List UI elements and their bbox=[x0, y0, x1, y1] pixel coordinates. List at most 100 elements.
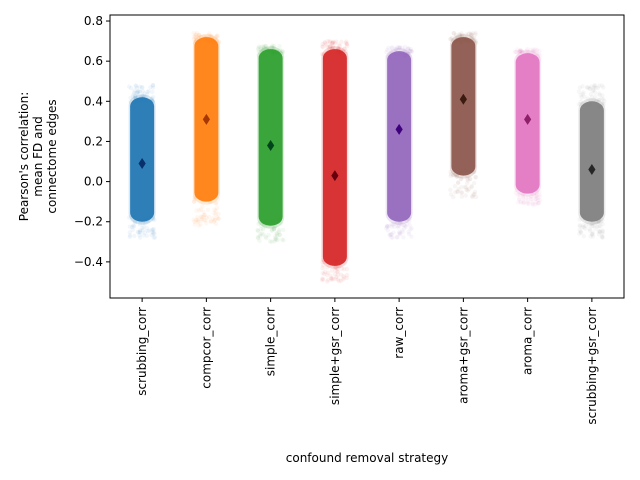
strip-point bbox=[338, 278, 344, 283]
strip-point bbox=[277, 227, 282, 233]
strip-point bbox=[330, 44, 335, 49]
strip-point bbox=[330, 40, 335, 45]
strip-point bbox=[193, 35, 198, 40]
strip-point bbox=[215, 197, 221, 202]
strip-point bbox=[517, 191, 522, 197]
x-tick-label: aroma+gsr_corr bbox=[456, 307, 470, 404]
strip-point bbox=[406, 46, 411, 51]
strip-point bbox=[280, 49, 286, 55]
strip-point bbox=[333, 265, 339, 271]
strip-point bbox=[597, 229, 603, 234]
strip-point bbox=[537, 48, 542, 54]
strip-point bbox=[468, 31, 474, 37]
strip-point bbox=[593, 226, 598, 231]
strip-point bbox=[128, 85, 134, 91]
y-axis-title-line: Pearson's correlation: bbox=[17, 92, 31, 221]
strip-point bbox=[469, 34, 474, 39]
strip-point bbox=[196, 219, 201, 224]
strip-point bbox=[402, 44, 408, 50]
strip-point bbox=[597, 83, 602, 88]
strip-point bbox=[214, 215, 220, 220]
strip-point bbox=[327, 44, 333, 49]
strip-point bbox=[534, 51, 540, 57]
strip-point bbox=[258, 46, 264, 52]
strip-point bbox=[403, 224, 408, 229]
strip-point bbox=[344, 49, 349, 54]
strip-point bbox=[146, 88, 151, 94]
strip-point bbox=[272, 234, 278, 239]
strip-point bbox=[590, 230, 595, 235]
strip-point bbox=[327, 45, 333, 50]
strip-point bbox=[469, 185, 474, 190]
strip-point bbox=[205, 207, 211, 212]
strip-point bbox=[518, 47, 523, 53]
strip-point bbox=[386, 223, 391, 229]
strip-point bbox=[470, 35, 475, 41]
strip-point bbox=[532, 47, 537, 52]
y-tick-label: 0.4 bbox=[84, 94, 103, 108]
mean-marker-raw_corr bbox=[395, 123, 403, 135]
strip-point bbox=[386, 45, 391, 51]
strip-point bbox=[207, 31, 212, 36]
strip-point bbox=[520, 193, 526, 198]
strip-body bbox=[258, 49, 283, 226]
strip-point bbox=[517, 192, 522, 197]
strip-point bbox=[473, 175, 478, 180]
strip-point bbox=[198, 207, 204, 212]
strip-point bbox=[401, 235, 406, 240]
strip-point bbox=[455, 174, 460, 180]
strip-point bbox=[389, 45, 395, 50]
mean-marker-aroma+gsr_corr bbox=[459, 93, 467, 105]
strip-point bbox=[390, 235, 395, 240]
strip-point bbox=[408, 227, 413, 232]
strip-point bbox=[577, 224, 583, 229]
strip-point bbox=[320, 262, 326, 268]
strip-point bbox=[388, 232, 394, 237]
strip-point bbox=[384, 225, 389, 231]
strip-point bbox=[151, 226, 156, 232]
strip-point bbox=[455, 189, 460, 195]
strip-point bbox=[212, 210, 217, 216]
strip-point bbox=[131, 90, 137, 96]
strip-point bbox=[472, 189, 478, 195]
strip-point bbox=[600, 218, 605, 223]
strip-point bbox=[334, 274, 339, 280]
y-axis: −0.4 −0.2 0.0 0.2 0.4 0.6 0.8 bbox=[74, 14, 110, 269]
strip-point bbox=[213, 35, 218, 40]
strip-point bbox=[473, 38, 479, 44]
strip-point bbox=[214, 201, 219, 206]
strip-point bbox=[329, 276, 335, 281]
strip-point bbox=[191, 37, 196, 42]
strip-point bbox=[409, 226, 414, 231]
strip-point bbox=[216, 216, 221, 221]
strip-point bbox=[135, 89, 141, 95]
strip-point bbox=[599, 235, 605, 240]
strip-point bbox=[135, 229, 141, 235]
strip-point bbox=[338, 272, 344, 277]
strip-halo bbox=[385, 48, 413, 225]
strip-point bbox=[451, 31, 456, 36]
strip-point bbox=[590, 231, 595, 237]
strip-point bbox=[595, 224, 600, 229]
strip-point bbox=[517, 50, 523, 55]
strip-point bbox=[397, 231, 403, 236]
strip-point bbox=[590, 220, 595, 226]
strip-point bbox=[401, 222, 406, 228]
strip-point bbox=[128, 95, 133, 101]
strip-point bbox=[399, 228, 405, 233]
strip-point bbox=[402, 223, 408, 228]
strip-point bbox=[599, 83, 605, 88]
strip-point bbox=[135, 89, 141, 95]
strip-point bbox=[512, 49, 518, 55]
strip-point bbox=[591, 97, 597, 102]
strip-point bbox=[216, 216, 221, 222]
strip-point bbox=[516, 49, 522, 54]
strip-point bbox=[533, 197, 538, 202]
strip-point bbox=[273, 235, 279, 241]
strip-point bbox=[459, 184, 464, 190]
strip-point bbox=[577, 85, 583, 90]
strip-point bbox=[213, 208, 219, 213]
strip-point bbox=[471, 181, 477, 186]
strip-point bbox=[206, 214, 212, 220]
strip-point bbox=[335, 269, 340, 274]
